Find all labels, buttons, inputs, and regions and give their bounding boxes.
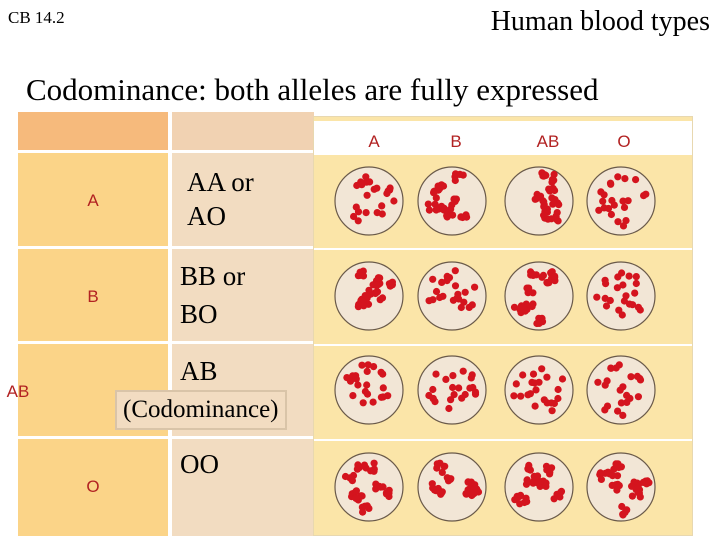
- antibody-header: A B AB O: [314, 121, 692, 155]
- row-a-genotype: AA or AO: [172, 153, 314, 246]
- header-cell-phenotype: [18, 112, 168, 150]
- genotype-line: BO: [180, 299, 218, 329]
- row-o-genotype: OO: [172, 439, 314, 536]
- blood-sample-dish: [586, 166, 656, 236]
- slide-subtitle: Codominance: both alleles are fully expr…: [26, 72, 599, 107]
- phenotype-label: O: [86, 477, 100, 496]
- genotype-line: AA or: [187, 167, 254, 197]
- blood-sample-dish: [586, 261, 656, 331]
- header-cell-genotype: [172, 112, 314, 150]
- antibody-label-a: A: [368, 132, 380, 151]
- row-divider: [314, 248, 692, 250]
- codominance-note: (Codominance): [115, 390, 287, 430]
- phenotype-label: A: [87, 191, 99, 210]
- row-a-phenotype: A: [18, 153, 168, 246]
- blood-sample-dish: [504, 261, 574, 331]
- blood-sample-dish: [417, 452, 487, 522]
- blood-sample-dish: [417, 355, 487, 425]
- slide-title: Human blood types: [490, 6, 710, 37]
- blood-sample-dish: [334, 452, 404, 522]
- blood-type-table: A AA or AO B BB or BO AB AB O OO: [7, 112, 692, 536]
- blood-sample-dish: [586, 355, 656, 425]
- phenotype-label: B: [87, 287, 99, 306]
- agglutination-panel: A B AB O: [313, 116, 693, 536]
- blood-sample-dish: [417, 261, 487, 331]
- blood-sample-dish: [334, 261, 404, 331]
- antibody-label-ab: AB: [536, 132, 560, 151]
- blood-sample-dish: [504, 355, 574, 425]
- blood-sample-dish: [504, 452, 574, 522]
- slide-code: CB 14.2: [8, 8, 65, 27]
- row-o-phenotype: O: [18, 439, 168, 536]
- genotype-line: BB or: [180, 261, 246, 291]
- genotype-line: OO: [180, 449, 219, 479]
- row-b-phenotype: B: [18, 249, 168, 341]
- row-divider: [314, 344, 692, 346]
- phenotype-label: AB: [6, 382, 30, 401]
- genotype-line: AO: [187, 201, 226, 231]
- antibody-label-o: O: [617, 132, 631, 151]
- antibody-label-b: B: [450, 132, 462, 151]
- row-divider: [314, 439, 692, 441]
- blood-sample-grid: [334, 166, 656, 522]
- blood-sample-dish: [504, 166, 574, 236]
- row-b-genotype: BB or BO: [172, 249, 314, 341]
- blood-sample-dish: [334, 166, 404, 236]
- blood-sample-dish: [586, 452, 656, 522]
- blood-sample-dish: [417, 166, 487, 236]
- genotype-line: AB: [180, 356, 218, 386]
- blood-sample-dish: [334, 355, 404, 425]
